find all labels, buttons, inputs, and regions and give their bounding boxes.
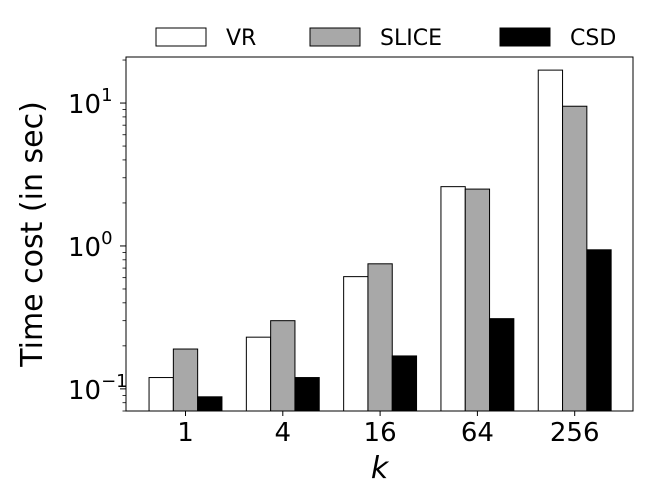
legend: VR SLICE CSD — [155, 26, 616, 51]
x-tick-label: 256 — [550, 418, 600, 448]
bar-vr-16 — [343, 276, 369, 412]
x-tick-label: 64 — [461, 418, 494, 448]
legend-swatch-vr — [155, 27, 207, 47]
bar-csd-16 — [391, 355, 418, 412]
minor-ticks — [122, 59, 126, 412]
bar-vr-4 — [245, 336, 272, 412]
x-axis-ticks: 1 4 16 64 256 — [177, 411, 600, 448]
legend-swatch-slice — [309, 27, 361, 47]
y-tick-label: 100 — [68, 228, 113, 263]
y-axis-label: Time cost (in sec) — [15, 101, 50, 368]
bar-slice-256 — [562, 105, 588, 412]
legend-swatch-csd — [499, 27, 551, 47]
bar-csd-4 — [294, 377, 320, 412]
bar-slice-4 — [270, 320, 296, 412]
legend-label-csd: CSD — [570, 26, 616, 51]
plot-frame — [125, 56, 634, 412]
bar-csd-256 — [586, 249, 612, 412]
legend-label-vr: VR — [226, 26, 256, 51]
y-tick-label: 10−1 — [68, 371, 128, 406]
bar-vr-1 — [148, 377, 174, 412]
x-tick-label: 16 — [364, 418, 397, 448]
bar-slice-1 — [172, 348, 199, 412]
x-axis-label: k — [371, 451, 390, 486]
bar-slice-64 — [464, 188, 491, 412]
legend-label-slice: SLICE — [380, 26, 442, 51]
bar-csd-64 — [489, 318, 515, 412]
bars-group — [148, 69, 612, 412]
bar-vr-64 — [440, 186, 466, 412]
bar-csd-1 — [197, 396, 223, 412]
x-tick-label: 4 — [275, 418, 292, 448]
x-tick-label: 1 — [177, 418, 194, 448]
bar-slice-16 — [367, 263, 393, 412]
bar-vr-256 — [537, 69, 564, 412]
y-tick-label: 101 — [68, 85, 113, 120]
y-axis-ticks: 10−1 100 101 — [68, 85, 128, 406]
